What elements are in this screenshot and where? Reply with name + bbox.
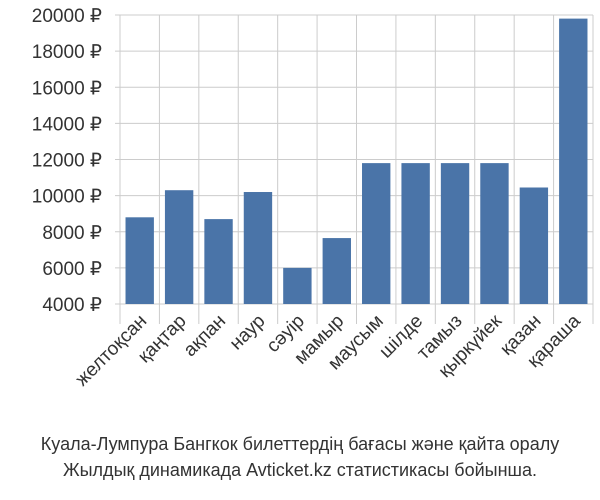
y-tick-label: 4000 ₽ — [42, 295, 102, 316]
gridlines — [115, 14, 594, 324]
y-tick-label: 20000 ₽ — [32, 6, 102, 27]
bar — [164, 190, 194, 304]
bars — [125, 18, 588, 305]
y-tick-label: 18000 ₽ — [32, 42, 102, 63]
bar — [322, 238, 351, 304]
bar — [519, 187, 549, 304]
y-tick-label: 6000 ₽ — [42, 259, 102, 280]
bar — [125, 217, 154, 304]
y-tick-label: 14000 ₽ — [32, 114, 102, 135]
y-tick-label: 8000 ₽ — [42, 223, 102, 244]
bar — [243, 192, 273, 304]
bar — [283, 267, 312, 304]
caption-line-2: Жылдық динамикада Avticket.kz статистика… — [63, 460, 537, 480]
y-tick-label: 12000 ₽ — [32, 151, 102, 172]
y-tick-label: 10000 ₽ — [32, 187, 102, 208]
y-tick-labels: 4000 ₽ 6000 ₽ 8000 ₽ 10000 ₽ 12000 ₽ 14000 ₽ 1… — [32, 6, 102, 316]
x-tick-label: ақпан — [180, 311, 230, 361]
bar — [401, 163, 430, 304]
x-tick-labels: желтоқсанқаңтарақпаннаурсәуірмамырмаусым… — [72, 310, 586, 390]
bar — [480, 163, 509, 304]
y-tick-label: 16000 ₽ — [32, 78, 102, 99]
x-tick-label: наур — [226, 311, 270, 355]
bar — [204, 219, 233, 304]
bar — [362, 163, 391, 304]
caption-line-1: Куала-Лумпура Бангкок билеттердің бағасы… — [40, 434, 560, 454]
bar — [559, 18, 588, 305]
bar — [440, 163, 470, 304]
